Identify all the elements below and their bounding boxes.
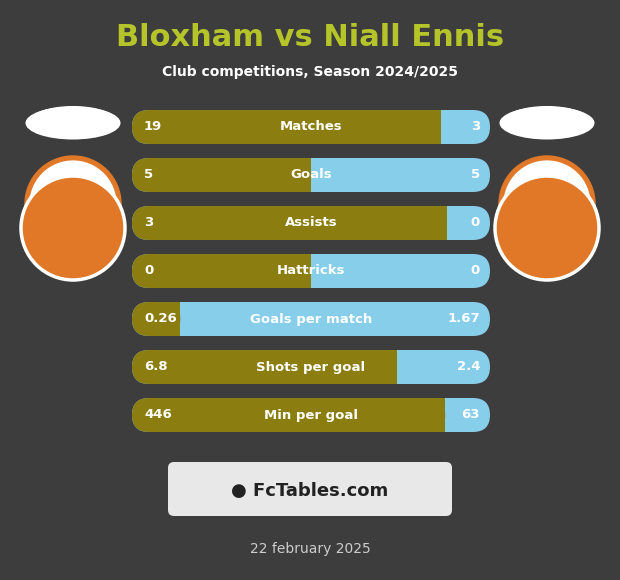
FancyBboxPatch shape (132, 254, 490, 288)
Text: 1.67: 1.67 (448, 313, 480, 325)
FancyBboxPatch shape (132, 206, 447, 240)
FancyBboxPatch shape (132, 350, 490, 384)
Text: 0: 0 (144, 264, 153, 277)
Text: Min per goal: Min per goal (264, 408, 358, 422)
Circle shape (499, 156, 595, 252)
Text: Shots per goal: Shots per goal (257, 361, 366, 374)
Bar (294, 158, 311, 192)
FancyBboxPatch shape (132, 110, 490, 144)
FancyBboxPatch shape (132, 158, 311, 192)
Bar (430, 206, 447, 240)
Circle shape (25, 156, 121, 252)
Text: 63: 63 (461, 408, 480, 422)
FancyBboxPatch shape (168, 462, 452, 516)
Bar (380, 350, 397, 384)
FancyBboxPatch shape (132, 302, 180, 336)
FancyBboxPatch shape (132, 398, 490, 432)
Text: 22 february 2025: 22 february 2025 (250, 542, 370, 556)
FancyBboxPatch shape (132, 254, 311, 288)
Text: 3: 3 (471, 121, 480, 133)
Circle shape (495, 176, 599, 280)
Text: Goals per match: Goals per match (250, 313, 372, 325)
Text: Club competitions, Season 2024/2025: Club competitions, Season 2024/2025 (162, 65, 458, 79)
Bar (163, 302, 180, 336)
Ellipse shape (503, 106, 591, 138)
Text: 0: 0 (471, 264, 480, 277)
Text: Matches: Matches (280, 121, 342, 133)
Text: Assists: Assists (285, 216, 337, 230)
FancyBboxPatch shape (132, 158, 490, 192)
Text: Goals: Goals (290, 169, 332, 182)
Text: 3: 3 (144, 216, 153, 230)
FancyBboxPatch shape (132, 302, 490, 336)
FancyBboxPatch shape (132, 350, 397, 384)
Text: 0: 0 (471, 216, 480, 230)
Text: Hattricks: Hattricks (277, 264, 345, 277)
Ellipse shape (502, 159, 592, 249)
Circle shape (21, 176, 125, 280)
Ellipse shape (28, 159, 118, 249)
Text: ● FcTables.com: ● FcTables.com (231, 482, 389, 500)
Text: 5: 5 (144, 169, 153, 182)
Text: 2.4: 2.4 (456, 361, 480, 374)
Text: 0.26: 0.26 (144, 313, 177, 325)
Bar (294, 254, 311, 288)
Text: Bloxham vs Niall Ennis: Bloxham vs Niall Ennis (116, 24, 504, 53)
Text: 5: 5 (471, 169, 480, 182)
Ellipse shape (29, 106, 117, 138)
FancyBboxPatch shape (132, 398, 445, 432)
Bar (428, 398, 445, 432)
FancyBboxPatch shape (132, 110, 441, 144)
Bar (424, 110, 441, 144)
Text: 446: 446 (144, 408, 172, 422)
Text: 19: 19 (144, 121, 162, 133)
Text: 6.8: 6.8 (144, 361, 167, 374)
Ellipse shape (25, 107, 120, 140)
Ellipse shape (500, 107, 595, 140)
FancyBboxPatch shape (132, 206, 490, 240)
